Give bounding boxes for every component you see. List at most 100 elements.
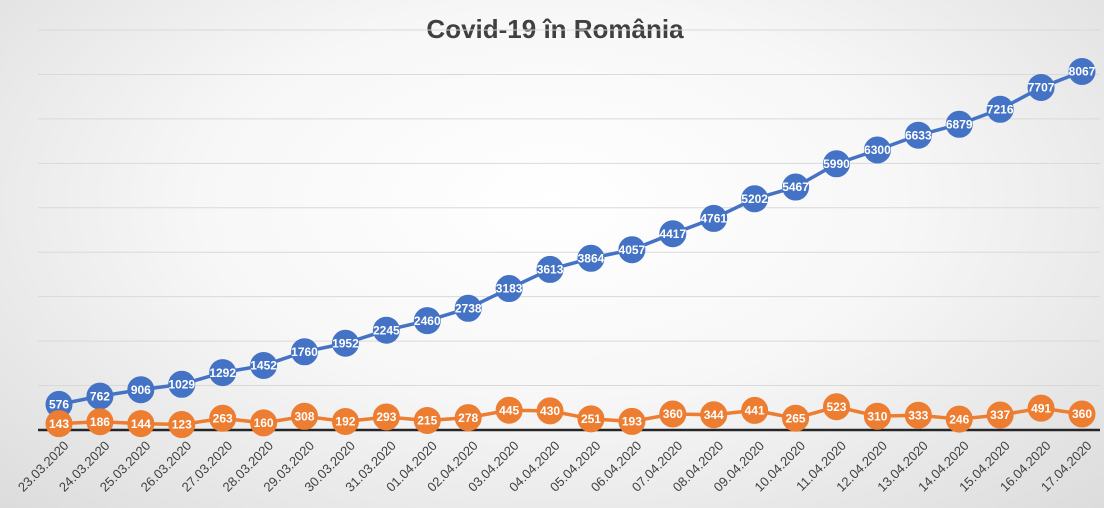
data-label: 3613: [537, 263, 564, 277]
data-label: 1452: [250, 359, 277, 373]
data-label: 246: [949, 412, 969, 426]
data-label: 337: [990, 408, 1010, 422]
data-point-marker: [86, 408, 114, 436]
data-point-marker: [127, 376, 155, 404]
data-label: 7707: [1028, 81, 1055, 95]
data-label: 265: [786, 411, 806, 425]
data-point-marker: [577, 405, 605, 433]
data-point-marker: [250, 351, 278, 379]
data-point-marker: [331, 329, 359, 357]
data-point-marker: [209, 359, 237, 387]
data-label: 4057: [619, 243, 646, 257]
data-point-marker: [904, 401, 932, 429]
data-label: 906: [131, 383, 151, 397]
data-point-marker: [945, 405, 973, 433]
data-point-marker: [1068, 400, 1096, 428]
data-point-marker: [618, 236, 646, 264]
data-point-marker: [331, 407, 359, 435]
data-point-marker: [127, 410, 155, 438]
data-label: 192: [335, 415, 355, 429]
data-point-marker: [291, 402, 319, 430]
data-point-marker: [495, 396, 523, 424]
data-point-marker: [454, 294, 482, 322]
data-label: 4417: [659, 227, 686, 241]
data-label: 1952: [332, 336, 359, 350]
data-point-marker: [904, 121, 932, 149]
data-label: 445: [499, 403, 519, 417]
data-point-marker: [659, 400, 687, 428]
data-point-marker: [618, 407, 646, 435]
data-point-marker: [209, 404, 237, 432]
data-label: 3183: [496, 282, 523, 296]
data-point-marker: [372, 316, 400, 344]
data-point-marker: [495, 275, 523, 303]
data-point-marker: [822, 393, 850, 421]
series-line-0: [58, 69, 1083, 407]
data-point-marker: [168, 370, 196, 398]
data-label: 6879: [946, 117, 973, 131]
data-label: 308: [295, 410, 315, 424]
data-point-marker: [536, 255, 564, 283]
data-label: 523: [826, 400, 846, 414]
data-point-marker: [659, 220, 687, 248]
data-label: 1029: [168, 377, 195, 391]
data-label: 123: [172, 418, 192, 432]
data-label: 576: [49, 398, 69, 412]
data-label: 5467: [782, 180, 809, 194]
data-point-marker: [454, 404, 482, 432]
data-label: 360: [1072, 407, 1092, 421]
data-label: 2460: [414, 314, 441, 328]
data-label: 6300: [864, 143, 891, 157]
data-label: 251: [581, 412, 601, 426]
data-label: 8067: [1069, 65, 1096, 79]
data-point-marker: [1027, 73, 1055, 101]
data-point-marker: [577, 244, 605, 272]
data-point-marker: [45, 410, 73, 438]
data-label: 310: [867, 409, 887, 423]
data-label: 143: [49, 417, 69, 431]
data-label: 263: [213, 412, 233, 426]
data-point-marker: [782, 404, 810, 432]
data-point-marker: [250, 409, 278, 437]
data-label: 4761: [700, 212, 727, 226]
data-label: 193: [622, 415, 642, 429]
data-label: 186: [90, 415, 110, 429]
data-point-marker: [863, 136, 891, 164]
data-label: 6633: [905, 128, 932, 142]
data-point-marker: [291, 338, 319, 366]
data-label: 2245: [373, 323, 400, 337]
data-point-marker: [986, 95, 1014, 123]
data-point-marker: [822, 150, 850, 178]
data-label: 1292: [209, 366, 236, 380]
data-point-marker: [413, 406, 441, 434]
data-point-marker: [168, 411, 196, 439]
chart-title: Covid-19 în România: [426, 14, 684, 44]
data-point-marker: [1068, 57, 1096, 85]
data-label: 430: [540, 404, 560, 418]
data-label: 344: [704, 408, 724, 422]
data-label: 278: [458, 411, 478, 425]
data-point-marker: [782, 173, 810, 201]
data-point-marker: [700, 204, 728, 232]
data-label: 3864: [578, 251, 605, 265]
data-label: 441: [745, 404, 765, 418]
data-label: 160: [254, 416, 274, 430]
data-point-marker: [863, 402, 891, 430]
data-label: 1760: [291, 345, 318, 359]
data-label: 5202: [741, 192, 768, 206]
data-label: 293: [376, 410, 396, 424]
data-point-marker: [700, 401, 728, 429]
data-point-marker: [536, 397, 564, 425]
data-point-marker: [945, 110, 973, 138]
data-label: 491: [1031, 401, 1051, 415]
data-label: 215: [417, 414, 437, 428]
data-label: 144: [131, 417, 151, 431]
data-label: 360: [663, 407, 683, 421]
data-point-marker: [413, 307, 441, 335]
data-point-marker: [986, 401, 1014, 429]
data-label: 2738: [455, 302, 482, 316]
data-point-marker: [1027, 394, 1055, 422]
data-label: 762: [90, 389, 110, 403]
